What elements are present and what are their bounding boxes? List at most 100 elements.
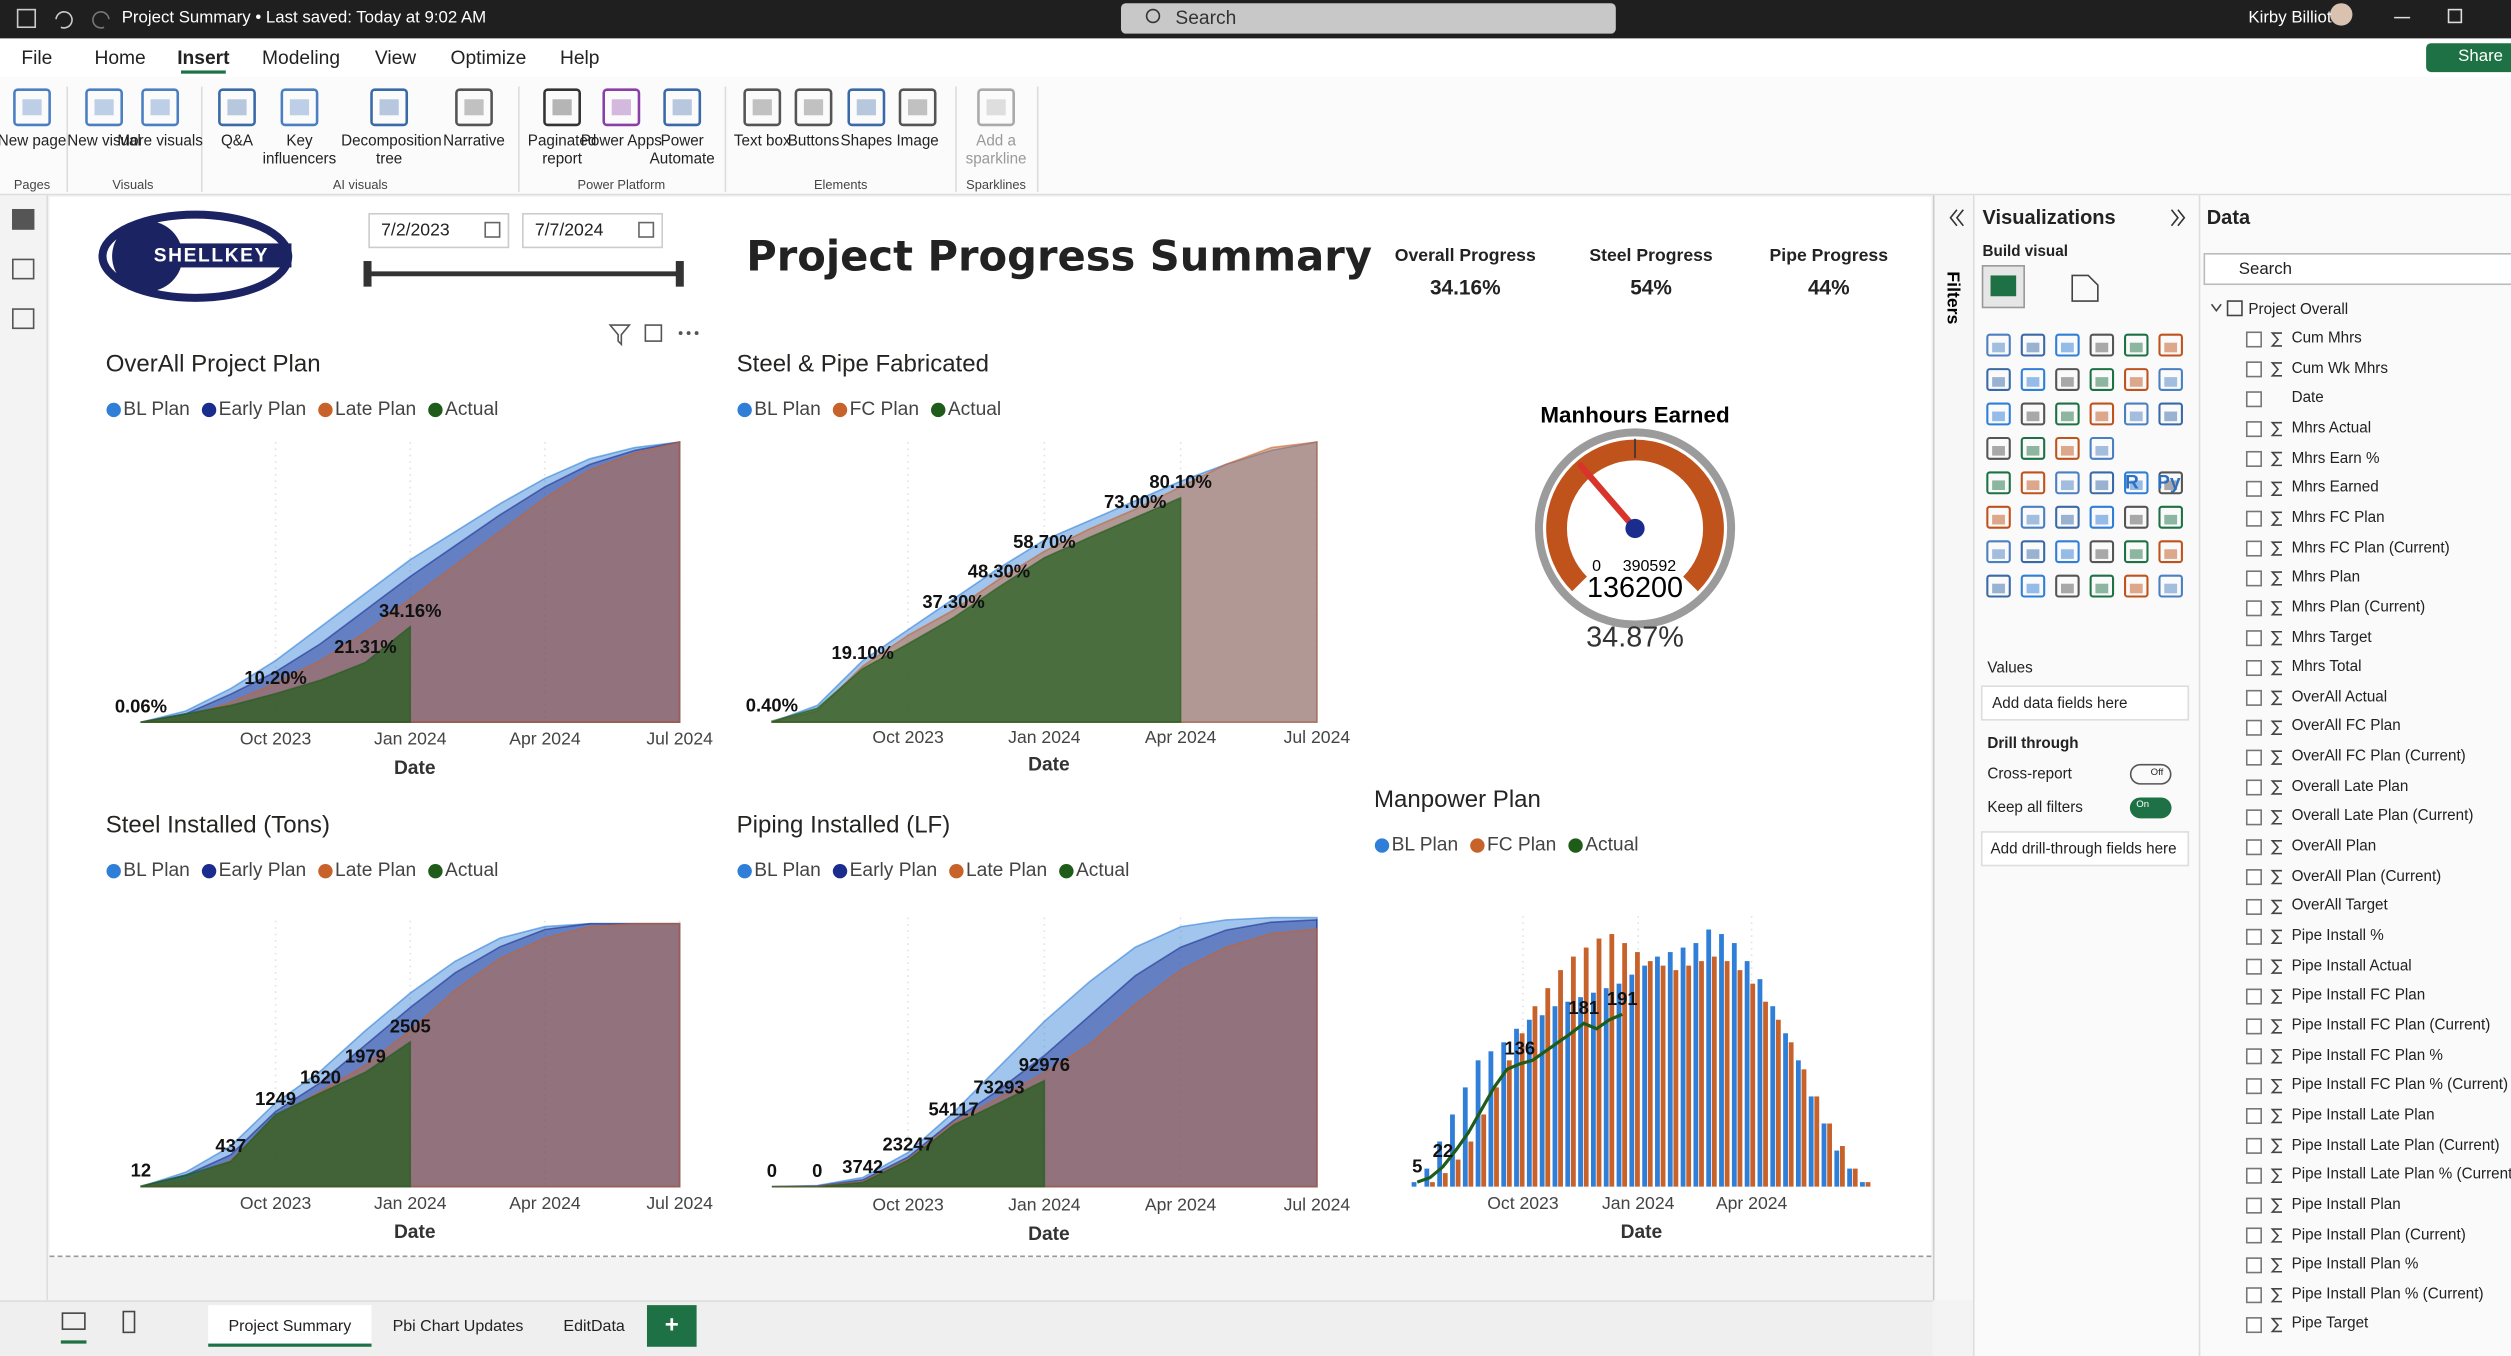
field[interactable]: Pipe Install Plan xyxy=(2291,1195,2401,1214)
field[interactable]: Pipe Install Late Plan % (Currently xyxy=(2291,1166,2511,1184)
table-name[interactable]: Project Overall xyxy=(2248,301,2349,319)
field[interactable]: Pipe Install FC Plan xyxy=(2291,986,2426,1005)
menu-item[interactable]: Home xyxy=(94,46,146,69)
viz-type-detail xyxy=(1992,480,2005,491)
ribbon-button[interactable]: Buttons xyxy=(787,132,840,151)
viz-type-detail xyxy=(2026,514,2040,525)
page-tab[interactable]: + xyxy=(646,1305,697,1347)
field[interactable]: Pipe Install Actual xyxy=(2291,957,2412,975)
field[interactable]: Pipe Install FC Plan % (Current) xyxy=(2291,1076,2509,1095)
ribbon-button[interactable]: Key influencers xyxy=(262,132,337,169)
field[interactable]: Pipe Target xyxy=(2291,1315,2369,1334)
gauge-needle xyxy=(1577,462,1639,532)
ribbon-button[interactable]: Image xyxy=(896,132,939,151)
ribbon-button[interactable]: Shapes xyxy=(840,132,893,151)
page-tab[interactable]: Pbi Chart Updates xyxy=(392,1317,524,1336)
data-label: 0.40% xyxy=(746,695,798,716)
data-search[interactable]: Search xyxy=(2203,253,2511,286)
ribbon-button[interactable]: Power Apps xyxy=(580,132,662,151)
date-input[interactable]: 7/7/2024 xyxy=(522,212,663,249)
legend-marker xyxy=(428,863,443,879)
menu-item[interactable]: Optimize xyxy=(450,46,527,69)
field[interactable]: Mhrs Earned xyxy=(2291,479,2379,497)
column xyxy=(1834,1150,1840,1187)
ribbon-button[interactable]: New visual xyxy=(67,132,141,151)
field[interactable]: Mhrs Total xyxy=(2291,658,2362,677)
field[interactable]: Pipe Install FC Plan % xyxy=(2291,1046,2443,1065)
field[interactable]: Mhrs Target xyxy=(2291,628,2372,647)
field[interactable]: Pipe Install FC Plan (Current) xyxy=(2291,1016,2491,1035)
toggle-on[interactable]: On xyxy=(2129,797,2172,819)
field-well[interactable]: Add data fields here xyxy=(1980,685,2190,721)
ribbon-button[interactable]: Narrative xyxy=(443,132,505,151)
field[interactable]: Pipe Install Plan % xyxy=(2291,1255,2419,1274)
ribbon-button[interactable]: Text box xyxy=(733,132,791,151)
sigma-icon xyxy=(2270,660,2282,676)
date-input[interactable]: 7/2/2023 xyxy=(368,212,510,249)
data-label: 2505 xyxy=(390,1015,431,1036)
field[interactable]: Date xyxy=(2291,389,2324,408)
menu-item[interactable]: Help xyxy=(559,46,600,69)
ribbon-button[interactable]: More visuals xyxy=(117,132,203,151)
field[interactable]: Mhrs Plan (Current) xyxy=(2291,598,2426,617)
field[interactable]: OverAll Target xyxy=(2291,897,2388,915)
field[interactable]: Mhrs FC Plan xyxy=(2291,509,2385,527)
menu-item[interactable]: Modeling xyxy=(262,46,341,69)
r-visual-icon[interactable]: R xyxy=(2125,470,2139,494)
field[interactable]: Pipe Install Late Plan (Current) xyxy=(2291,1136,2500,1154)
field-well[interactable]: Add drill-through fields here xyxy=(1980,831,2190,867)
sigma-icon xyxy=(2270,1138,2282,1154)
field[interactable]: Mhrs Actual xyxy=(2291,419,2372,438)
view-icon xyxy=(12,208,35,230)
field[interactable]: Pipe Install Plan % (Current) xyxy=(2291,1285,2484,1304)
field[interactable]: Overall Late Plan (Current) xyxy=(2291,807,2474,826)
sigma-icon xyxy=(2270,1288,2282,1303)
gauge-title: Manhours Earned xyxy=(1540,402,1729,427)
field[interactable]: OverAll Actual xyxy=(2291,688,2388,706)
column xyxy=(1494,1087,1499,1187)
field[interactable]: OverAll FC Plan (Current) xyxy=(2291,748,2466,766)
filters-strip[interactable] xyxy=(1932,195,1973,1301)
field[interactable]: Overall Late Plan xyxy=(2291,777,2409,796)
viz-type-icon xyxy=(2089,333,2115,357)
menu-item[interactable]: Insert xyxy=(177,46,230,69)
checkbox xyxy=(2245,719,2262,736)
data-label: 22 xyxy=(1433,1140,1453,1161)
checkbox xyxy=(2245,898,2262,915)
ribbon-button[interactable]: Q&A xyxy=(220,132,254,151)
sigma-icon xyxy=(2270,541,2282,556)
view-icon xyxy=(12,258,35,280)
field[interactable]: Mhrs Plan xyxy=(2291,568,2361,587)
ribbon-button[interactable]: Paginated report xyxy=(527,132,597,169)
viz-type-detail xyxy=(2164,342,2178,353)
search-box[interactable] xyxy=(1120,3,1616,34)
ribbon-button[interactable]: Power Automate xyxy=(649,132,715,169)
menu-item[interactable]: File xyxy=(21,46,53,69)
toggle-off[interactable]: Off xyxy=(2129,763,2172,785)
field[interactable]: Pipe Install Late Plan xyxy=(2291,1106,2435,1125)
build-visual-label: Build visual xyxy=(1982,243,2068,262)
menu-item[interactable]: View xyxy=(374,46,417,69)
ribbon-icon xyxy=(218,88,256,127)
field[interactable]: Mhrs FC Plan (Current) xyxy=(2291,538,2450,557)
page-tab[interactable]: Project Summary xyxy=(208,1305,372,1347)
search-label[interactable]: Search xyxy=(1175,6,1237,29)
field[interactable]: OverAll Plan xyxy=(2291,837,2377,856)
ribbon-button[interactable]: Decomposition tree xyxy=(341,132,442,169)
field[interactable]: Mhrs Earn % xyxy=(2291,449,2380,467)
field[interactable]: OverAll Plan (Current) xyxy=(2291,867,2442,886)
column xyxy=(1570,956,1576,1187)
python-visual-icon[interactable]: Py xyxy=(2157,470,2181,494)
ribbon-button[interactable]: New page xyxy=(0,132,67,151)
field[interactable]: OverAll FC Plan xyxy=(2291,718,2401,736)
viz-type-icon xyxy=(2124,540,2149,564)
page-tab[interactable]: EditData xyxy=(563,1317,625,1336)
field[interactable]: Cum Wk Mhrs xyxy=(2291,359,2388,378)
field[interactable]: Cum Mhrs xyxy=(2291,329,2362,348)
card-value: 34.16% xyxy=(1429,275,1501,300)
ribbon-button[interactable]: Add a sparkline xyxy=(965,132,1027,169)
field[interactable]: Pipe Install % xyxy=(2291,927,2384,945)
share-button[interactable]: Share xyxy=(2426,43,2511,73)
field[interactable]: Pipe Install Plan (Current) xyxy=(2291,1225,2466,1244)
viz-type-detail xyxy=(2095,377,2109,387)
